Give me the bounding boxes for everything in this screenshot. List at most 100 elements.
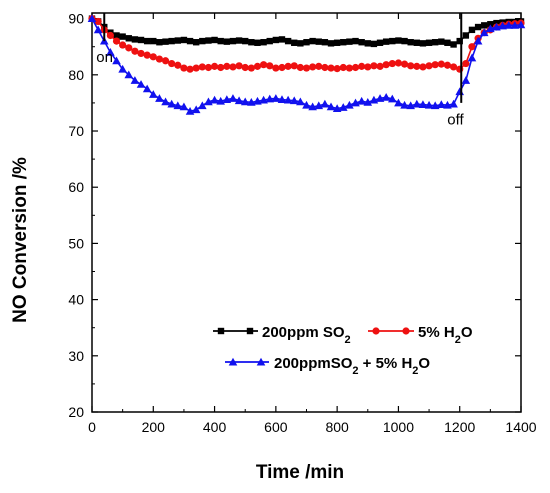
legend: 200ppm SO2 5% H2O 200ppmSO2 + 5% H2O — [213, 324, 473, 377]
data-point — [254, 39, 261, 46]
legend-label: 200ppm SO2 — [262, 324, 351, 346]
data-point — [155, 94, 164, 102]
data-point — [327, 40, 335, 47]
data-point — [260, 61, 268, 69]
data-point — [297, 40, 304, 47]
y-tick-label: 30 — [68, 348, 84, 364]
data-point — [148, 90, 158, 98]
y-axis-title: NO Conversion /% — [10, 157, 31, 323]
data-point — [321, 39, 329, 46]
data-point — [332, 104, 342, 112]
data-point — [94, 17, 102, 26]
legend-label: 200ppmSO2 + 5% H2O — [274, 355, 430, 377]
data-point — [461, 76, 471, 84]
data-point — [248, 39, 255, 46]
data-point — [504, 21, 514, 29]
data-point — [321, 63, 329, 72]
data-point — [223, 62, 231, 70]
data-point — [266, 37, 273, 45]
data-point — [253, 96, 262, 105]
data-point — [400, 100, 409, 109]
data-point — [192, 64, 200, 72]
data-point — [290, 62, 298, 70]
data-point — [271, 94, 281, 102]
data-point — [272, 64, 280, 72]
x-tick-label: 800 — [325, 419, 349, 435]
data-point — [376, 39, 384, 46]
data-point — [149, 53, 157, 61]
data-point — [382, 38, 390, 45]
data-point — [345, 100, 354, 109]
data-point — [462, 59, 470, 68]
data-point — [142, 84, 152, 93]
data-point — [253, 62, 262, 70]
data-point — [376, 62, 384, 70]
data-point — [168, 59, 176, 68]
data-point — [352, 37, 359, 45]
data-point — [468, 43, 476, 51]
data-point — [516, 20, 526, 29]
annotation-label: off — [447, 111, 464, 128]
data-point — [247, 64, 255, 72]
data-point — [315, 38, 322, 45]
data-point — [180, 36, 188, 44]
data-point — [450, 41, 457, 48]
data-point — [351, 63, 360, 72]
y-tick-label: 70 — [68, 123, 84, 139]
data-point — [296, 97, 305, 106]
data-point — [412, 99, 422, 108]
data-point — [498, 21, 507, 30]
data-point — [333, 65, 341, 73]
data-point — [333, 39, 341, 46]
x-tick-label: 400 — [203, 419, 227, 435]
plot-border — [91, 12, 522, 413]
data-point — [222, 95, 232, 103]
data-point — [357, 96, 366, 105]
data-point — [443, 61, 452, 69]
data-point — [308, 102, 317, 111]
y-axis: 20 30 40 50 60 70 80 90 — [68, 11, 521, 420]
data-point — [303, 39, 310, 46]
legend-label: 5% H2O — [418, 324, 473, 346]
legend-entry-3 — [225, 357, 269, 366]
data-point — [437, 100, 446, 109]
data-point — [375, 94, 385, 102]
data-point — [291, 39, 298, 46]
x-tick-label: 1400 — [505, 419, 536, 435]
data-point — [394, 59, 403, 67]
data-point — [192, 39, 200, 46]
data-point — [278, 63, 286, 72]
data-point — [444, 39, 451, 46]
data-point — [118, 64, 127, 73]
data-point — [93, 25, 103, 34]
data-point — [156, 39, 163, 46]
data-point — [302, 64, 311, 72]
data-point — [315, 62, 323, 70]
data-point — [364, 40, 371, 47]
data-point — [186, 37, 194, 45]
data-point — [235, 37, 243, 44]
y-tick-label: 50 — [68, 235, 84, 251]
series-1 — [88, 15, 525, 48]
data-point — [112, 37, 121, 45]
data-point — [473, 36, 483, 45]
data-point — [143, 37, 151, 45]
data-point — [130, 76, 140, 84]
data-point — [112, 56, 121, 65]
data-point — [217, 63, 225, 72]
data-point — [339, 63, 347, 72]
data-point — [340, 39, 347, 46]
data-point — [150, 37, 157, 45]
data-point — [162, 38, 169, 45]
data-point — [87, 14, 97, 23]
y-tick-label: 40 — [68, 292, 84, 308]
annotation-label: on — [96, 49, 113, 66]
y-tick-label: 60 — [68, 179, 84, 195]
data-point — [119, 41, 127, 49]
data-point — [174, 37, 181, 44]
data-point — [388, 59, 396, 68]
data-point — [223, 38, 231, 45]
data-point — [302, 100, 311, 109]
data-point — [419, 63, 427, 71]
x-tick-label: 600 — [264, 419, 288, 435]
